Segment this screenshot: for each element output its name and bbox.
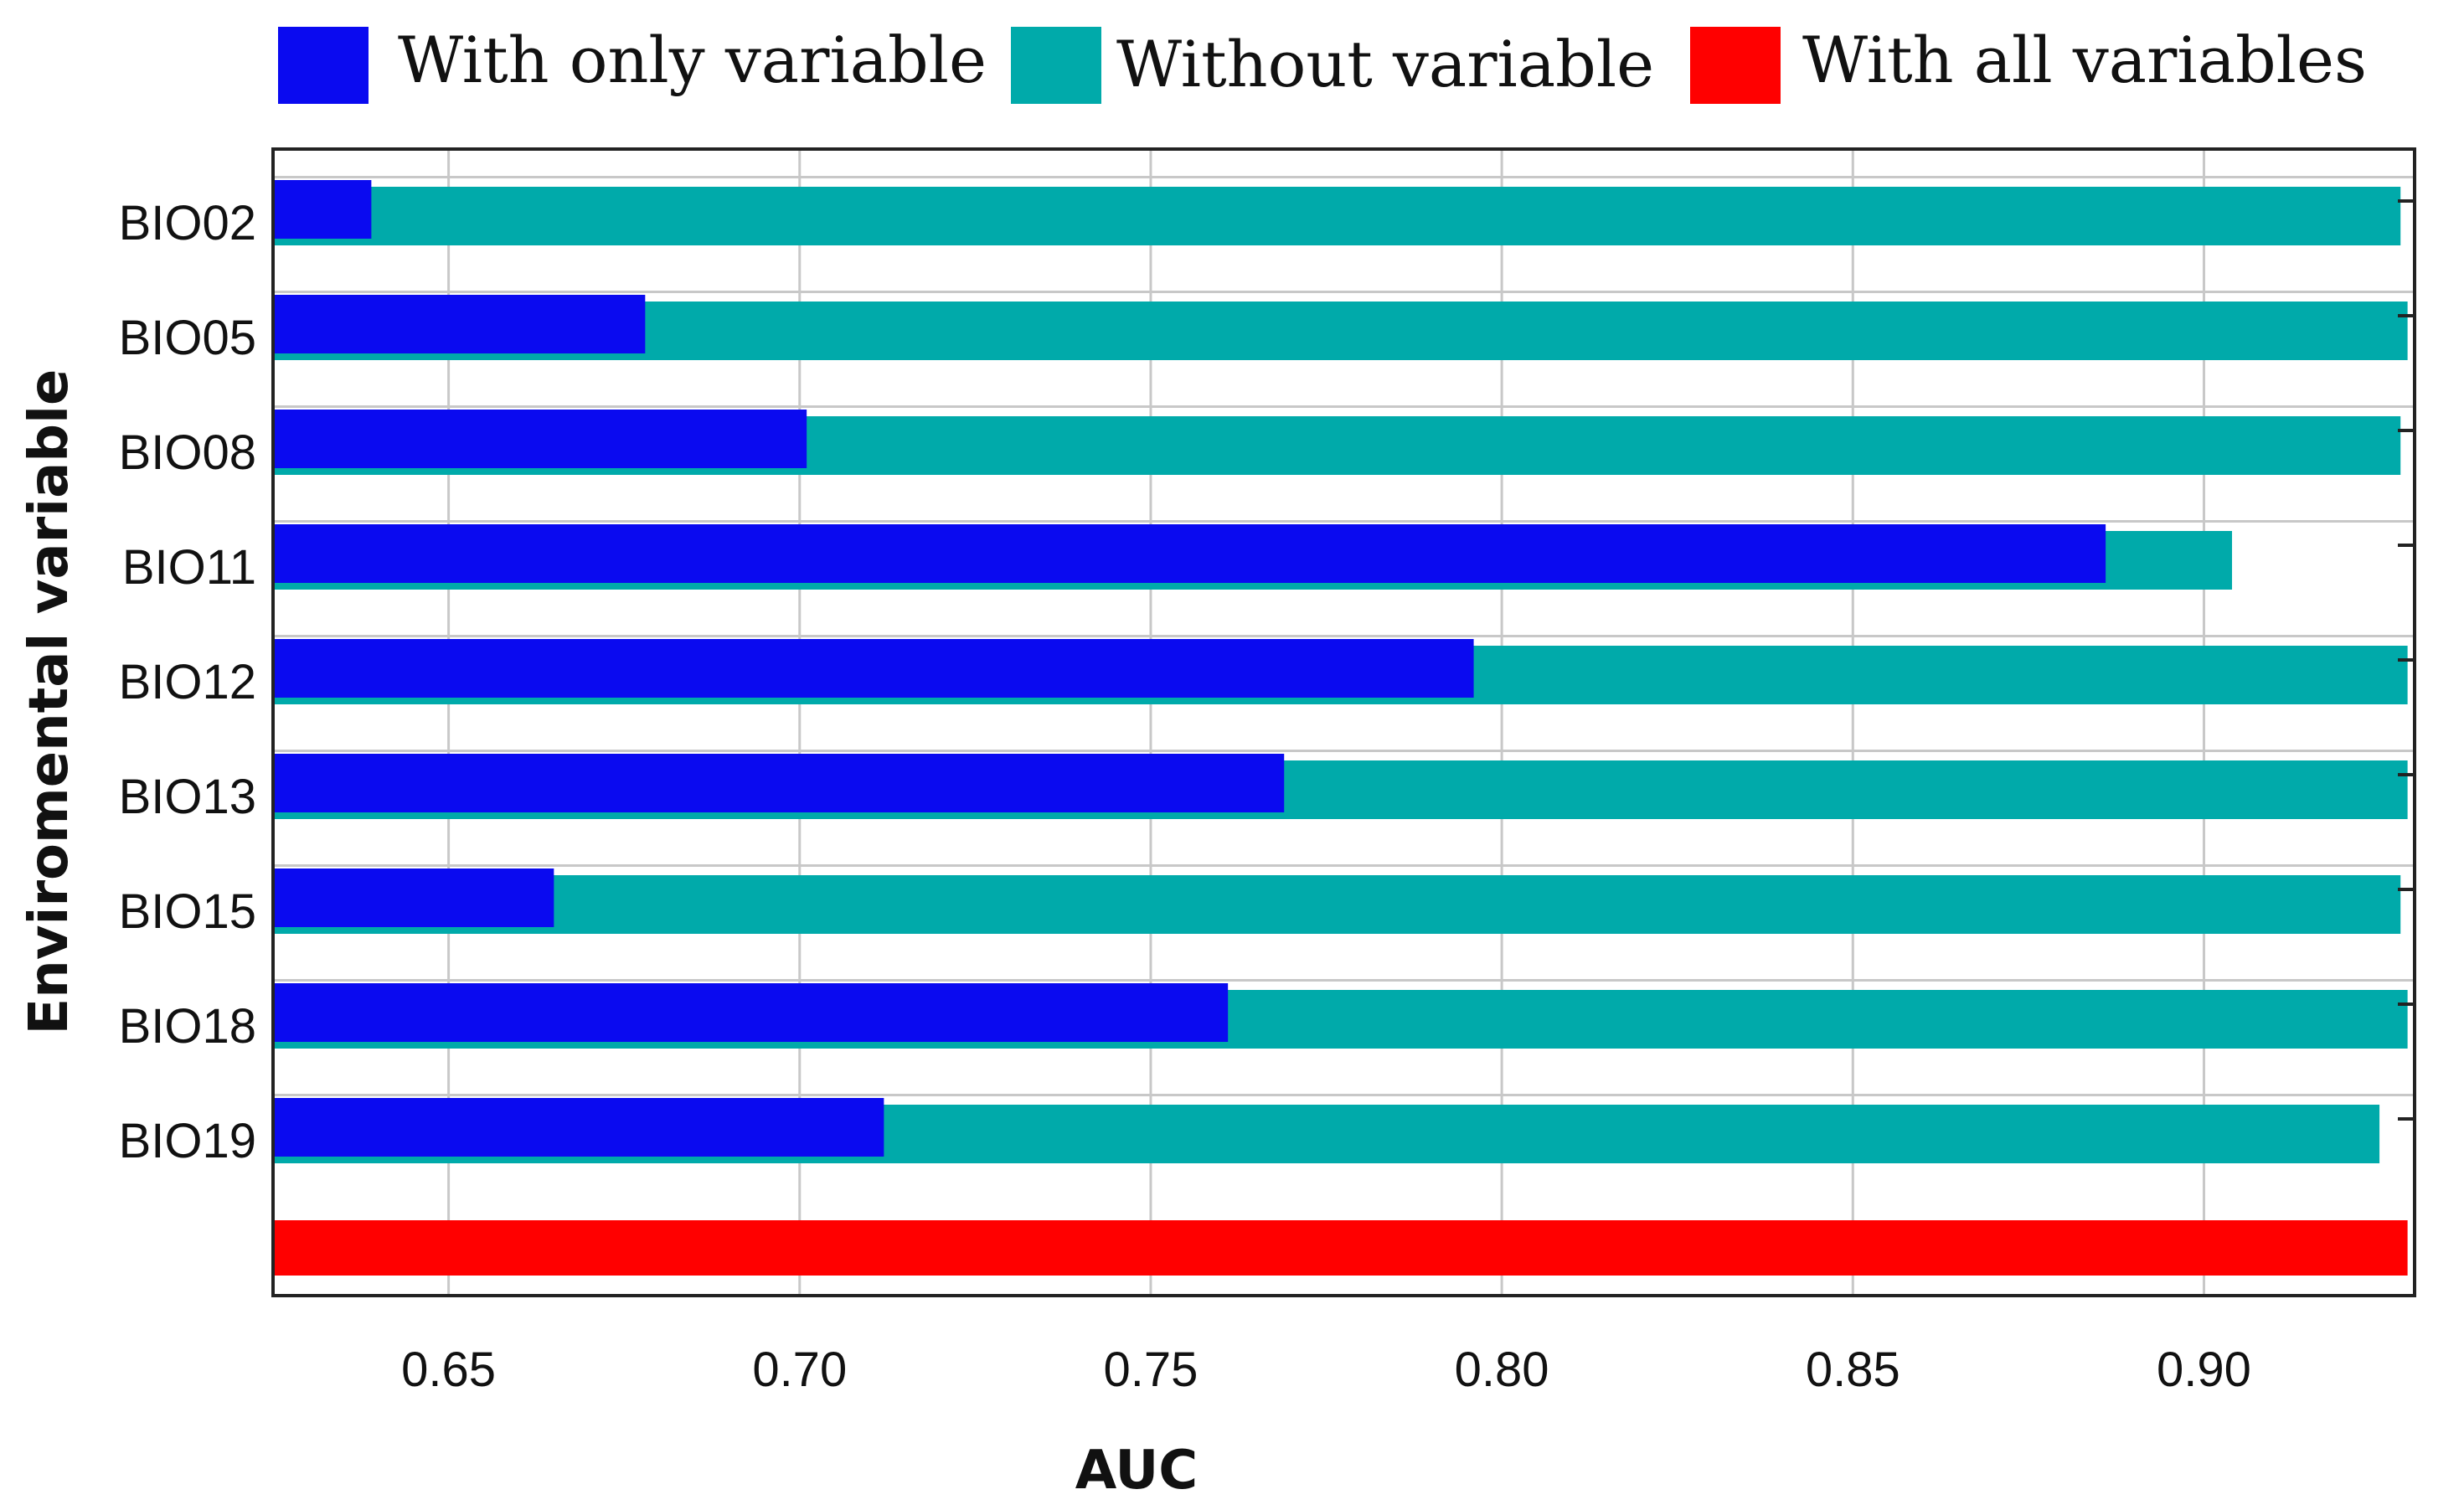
y-tick-marks [2398, 199, 2415, 1121]
legend-swatch-with-all [1690, 27, 1781, 104]
xtick-label-2: 0.75 [1104, 1343, 1198, 1397]
bar-with-only-BIO02 [273, 180, 372, 239]
ytick-label-BIO19: BIO19 [119, 1114, 256, 1168]
bar-with-only-BIO15 [273, 868, 554, 927]
bar-with-all-variables [273, 1220, 2408, 1276]
ytick-label-BIO13: BIO13 [119, 770, 256, 824]
legend-label-with-only: With only variable [398, 23, 987, 97]
bar-without-BIO02 [273, 187, 2401, 245]
bar-with-only-BIO19 [273, 1098, 884, 1157]
ytick-label-BIO11: BIO11 [122, 540, 256, 595]
ytick-label-BIO05: BIO05 [119, 311, 256, 365]
x-axis-title: AUC [1075, 1440, 1198, 1502]
bars [273, 180, 2408, 1276]
x-tick-labels: 0.65 0.70 0.75 0.80 0.85 0.90 [401, 1343, 2251, 1397]
xtick-label-3: 0.80 [1455, 1343, 1549, 1397]
legend: With only variable Without variable With… [278, 23, 2367, 104]
legend-swatch-without [1011, 27, 1101, 104]
ytick-label-BIO15: BIO15 [119, 884, 256, 939]
bar-with-only-BIO08 [273, 410, 807, 468]
bar-with-only-BIO13 [273, 754, 1285, 812]
bar-with-only-BIO11 [273, 524, 2106, 583]
ytick-label-BIO02: BIO02 [119, 196, 256, 250]
ytick-label-BIO08: BIO08 [119, 425, 256, 480]
legend-label-without: Without variable [1116, 27, 1654, 101]
ytick-label-BIO18: BIO18 [119, 999, 256, 1054]
bar-with-only-BIO05 [273, 295, 646, 353]
xtick-label-1: 0.70 [752, 1343, 847, 1397]
ytick-label-BIO12: BIO12 [119, 655, 256, 709]
bar-with-only-BIO12 [273, 639, 1474, 698]
xtick-label-0: 0.65 [401, 1343, 496, 1397]
bar-with-only-BIO18 [273, 983, 1229, 1042]
plot-frame [271, 147, 2416, 1297]
legend-label-with-all: With all variables [1802, 23, 2367, 97]
bar-without-BIO15 [273, 875, 2401, 934]
legend-swatch-with-only [278, 27, 369, 104]
xtick-label-5: 0.90 [2157, 1343, 2251, 1397]
y-tick-labels: BIO02 BIO05 BIO08 BIO11 BIO12 BIO13 BIO15 BIO18… [119, 196, 256, 1168]
xtick-label-4: 0.85 [1806, 1343, 1900, 1397]
y-axis-title: Enviromental variable [18, 369, 80, 1035]
